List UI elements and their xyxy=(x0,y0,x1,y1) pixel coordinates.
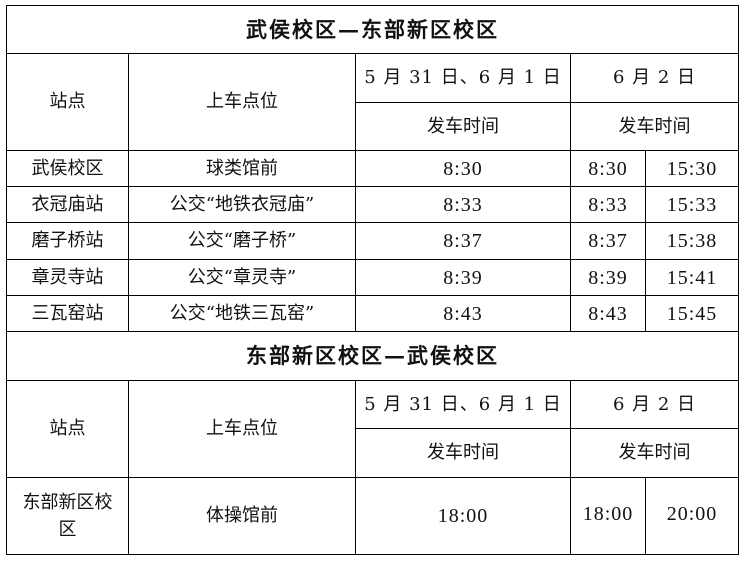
shuttle-schedule-table: 武侯校区—东部新区校区 站点 上车点位 5 月 31 日、6 月 1 日 6 月… xyxy=(6,5,739,555)
boarding-point-cell: 体操馆前 xyxy=(128,477,356,555)
header-date-jun2: 6 月 2 日 xyxy=(570,380,739,429)
time-cell: 15:41 xyxy=(645,259,739,296)
time-cell: 8:37 xyxy=(570,222,646,260)
table-row: 衣冠庙站 公交“地铁衣冠庙” 8:33 8:33 15:33 xyxy=(6,186,739,223)
header-date-may31-jun1: 5 月 31 日、6 月 1 日 xyxy=(355,380,571,429)
station-cell: 磨子桥站 xyxy=(6,222,129,260)
time-cell: 15:33 xyxy=(645,186,739,223)
station-cell: 武侯校区 xyxy=(6,150,129,187)
table-row: 东部新区校区 体操馆前 18:00 18:00 20:00 xyxy=(6,477,739,555)
table-row: 三瓦窑站 公交“地铁三瓦窑” 8:43 8:43 15:45 xyxy=(6,295,739,332)
station-cell: 衣冠庙站 xyxy=(6,186,129,223)
section-title: 武侯校区—东部新区校区 xyxy=(6,5,739,54)
time-cell: 8:30 xyxy=(355,150,571,187)
boarding-point-cell: 公交“章灵寺” xyxy=(128,259,356,296)
time-cell: 15:45 xyxy=(645,295,739,332)
header-departure-time: 发车时间 xyxy=(355,102,571,151)
boarding-point-cell: 公交“地铁三瓦窑” xyxy=(128,295,356,332)
header-date-jun2: 6 月 2 日 xyxy=(570,53,739,103)
section-title: 东部新区校区—武侯校区 xyxy=(6,331,739,381)
time-cell: 8:37 xyxy=(355,222,571,260)
time-cell: 8:43 xyxy=(355,295,571,332)
header-date-may31-jun1: 5 月 31 日、6 月 1 日 xyxy=(355,53,571,103)
time-cell: 18:00 xyxy=(355,477,571,555)
boarding-point-cell: 球类馆前 xyxy=(128,150,356,187)
time-cell: 15:30 xyxy=(645,150,739,187)
header-boarding-point: 上车点位 xyxy=(128,53,356,151)
time-cell: 20:00 xyxy=(645,477,739,555)
time-cell: 8:30 xyxy=(570,150,646,187)
station-cell: 章灵寺站 xyxy=(6,259,129,296)
table-row: 章灵寺站 公交“章灵寺” 8:39 8:39 15:41 xyxy=(6,259,739,296)
time-cell: 8:33 xyxy=(570,186,646,223)
time-cell: 8:43 xyxy=(570,295,646,332)
station-cell: 三瓦窑站 xyxy=(6,295,129,332)
boarding-point-cell: 公交“地铁衣冠庙” xyxy=(128,186,356,223)
time-cell: 8:39 xyxy=(355,259,571,296)
header-departure-time: 发车时间 xyxy=(570,102,739,151)
time-cell: 18:00 xyxy=(570,477,646,555)
header-station: 站点 xyxy=(6,53,129,151)
table-row: 磨子桥站 公交“磨子桥” 8:37 8:37 15:38 xyxy=(6,222,739,260)
header-station: 站点 xyxy=(6,380,129,478)
header-boarding-point: 上车点位 xyxy=(128,380,356,478)
time-cell: 15:38 xyxy=(645,222,739,260)
station-cell: 东部新区校区 xyxy=(6,477,129,555)
header-departure-time: 发车时间 xyxy=(355,428,571,478)
table-row: 武侯校区 球类馆前 8:30 8:30 15:30 xyxy=(6,150,739,187)
time-cell: 8:39 xyxy=(570,259,646,296)
time-cell: 8:33 xyxy=(355,186,571,223)
boarding-point-cell: 公交“磨子桥” xyxy=(128,222,356,260)
header-departure-time: 发车时间 xyxy=(570,428,739,478)
